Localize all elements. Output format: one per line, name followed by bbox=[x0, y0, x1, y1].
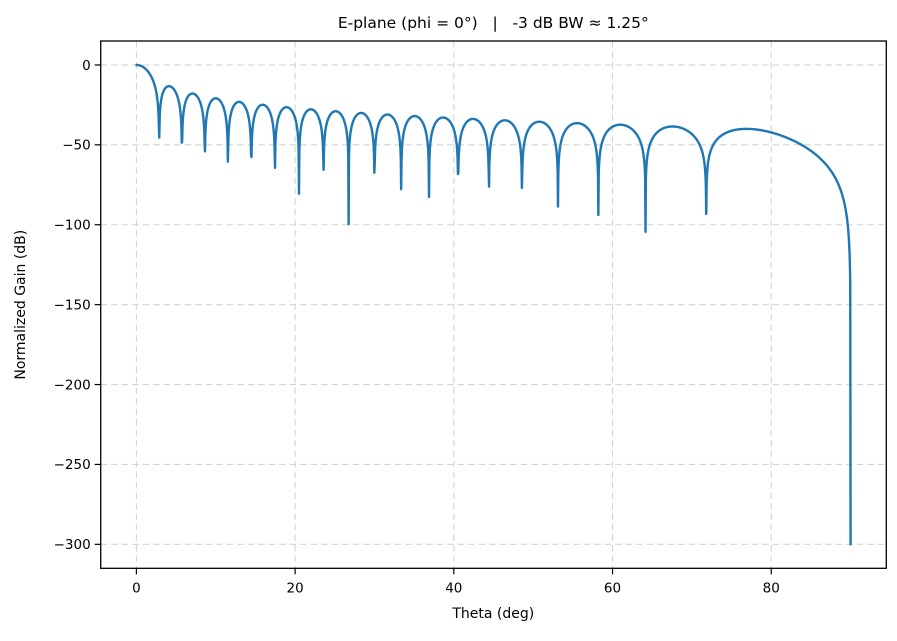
y-axis-label: Normalized Gain (dB) bbox=[13, 230, 29, 380]
y-tick-label: −300 bbox=[54, 537, 91, 553]
x-tick-label: 20 bbox=[287, 580, 304, 596]
chart-title: E-plane (phi = 0°) | -3 dB BW ≈ 1.25° bbox=[338, 14, 649, 32]
x-tick-label: 0 bbox=[132, 580, 141, 596]
y-tick-label: −50 bbox=[62, 138, 91, 154]
x-tick-label: 80 bbox=[763, 580, 780, 596]
axes-layer: 0 20 40 60 80 0 −50 −100 −150 −200 −250 −300 bbox=[54, 40, 887, 596]
y-tick-label: −150 bbox=[54, 297, 91, 313]
x-axis-label: Theta (deg) bbox=[451, 606, 534, 622]
plot-spines bbox=[100, 40, 887, 569]
x-tick-label: 60 bbox=[604, 580, 621, 596]
y-tick-label: −100 bbox=[54, 218, 91, 234]
y-tick-label: 0 bbox=[82, 58, 91, 74]
y-tick-label: −250 bbox=[54, 457, 91, 473]
y-tick-label: −200 bbox=[54, 377, 91, 393]
curve-layer bbox=[135, 63, 852, 546]
x-tick-label: 40 bbox=[445, 580, 462, 596]
gain-curve bbox=[135, 63, 852, 546]
grid-layer bbox=[100, 41, 887, 569]
